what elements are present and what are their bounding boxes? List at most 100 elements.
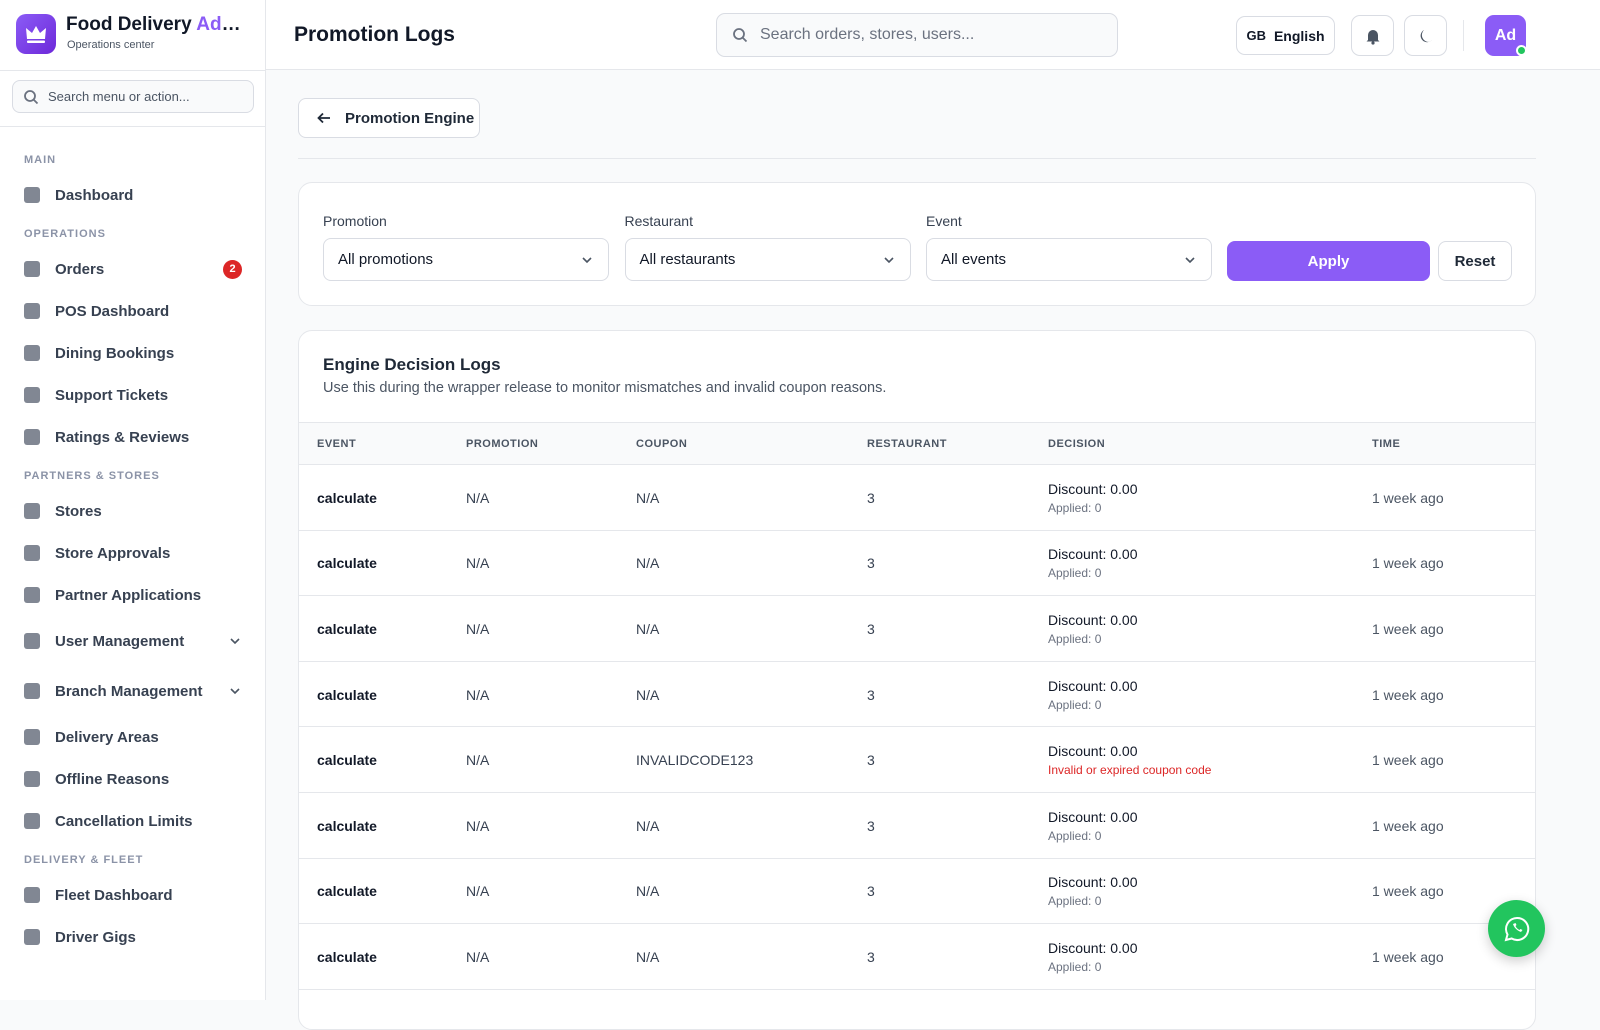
nav-icon — [24, 887, 40, 903]
cell-restaurant: 3 — [867, 489, 875, 506]
select-value: All restaurants — [639, 251, 736, 268]
nav-icon — [24, 387, 40, 403]
cell-coupon: N/A — [636, 883, 660, 900]
nav-icon — [24, 261, 40, 277]
cell-event: calculate — [317, 817, 377, 834]
nav-item[interactable]: POS Dashboard — [24, 290, 242, 332]
filter-select[interactable]: All promotions — [323, 238, 609, 281]
nav-icon — [24, 633, 40, 649]
nav-item[interactable]: Fleet Dashboard — [24, 874, 242, 916]
top-bar: Promotion Logs Search orders, stores, use… — [266, 0, 1600, 70]
whatsapp-button[interactable] — [1488, 900, 1545, 957]
cell-discount: Discount: 0.00 — [1048, 808, 1138, 825]
table-row — [299, 727, 1535, 793]
filter-select[interactable]: All restaurants — [624, 238, 911, 281]
back-button[interactable]: Promotion Engine — [298, 98, 480, 138]
column-header: RESTAURANT — [867, 438, 947, 450]
cell-time: 1 week ago — [1372, 883, 1444, 900]
divider — [0, 126, 265, 127]
cell-time: 1 week ago — [1372, 949, 1444, 965]
nav-item[interactable]: Delivery Areas — [24, 716, 242, 758]
cell-note: Applied: 0 — [1048, 500, 1102, 515]
cell-discount: Discount: 0.00 — [1048, 612, 1138, 628]
select-chevron — [1183, 253, 1197, 267]
filter-label: Event — [926, 213, 962, 229]
avatar[interactable]: Ad — [1485, 15, 1526, 56]
section-label: MAIN — [24, 154, 57, 166]
back-label: Promotion Engine — [345, 109, 475, 127]
global-search[interactable]: Search orders, stores, users... — [716, 13, 1118, 57]
nav-item[interactable]: Store Approvals — [24, 532, 242, 574]
nav-label: Driver Gigs — [55, 928, 136, 946]
column-header: COUPON — [636, 438, 688, 450]
cell-discount: Discount: 0.00 — [1048, 743, 1138, 760]
nav-label: Dashboard — [55, 186, 134, 204]
cell-coupon: N/A — [636, 686, 660, 703]
cell-time: 1 week ago — [1372, 686, 1444, 703]
nav-icon — [24, 303, 40, 319]
table-row — [299, 924, 1535, 990]
select-chevron — [882, 253, 896, 267]
sidebar: Food Delivery Admin Operations center Sear… — [0, 0, 266, 1000]
cell-coupon: N/A — [636, 949, 660, 965]
nav-icon — [24, 187, 40, 203]
cell-note: Applied: 0 — [1048, 894, 1102, 909]
nav-item[interactable]: Dining Bookings — [24, 332, 242, 374]
brand-title-main: Food Delivery — [66, 14, 192, 35]
column-header: PROMOTION — [466, 438, 539, 450]
cell-promotion: N/A — [466, 949, 490, 965]
cell-promotion: N/A — [466, 621, 490, 637]
cell-restaurant: 3 — [867, 883, 875, 900]
notifications-button[interactable] — [1351, 15, 1394, 56]
cell-note: Invalid or expired coupon code — [1048, 763, 1212, 778]
cell-restaurant: 3 — [867, 949, 875, 965]
nav-icon — [24, 683, 40, 699]
nav-item[interactable]: Dashboard — [24, 174, 242, 216]
nav-label: User Management — [55, 632, 185, 650]
nav-item[interactable]: User Management — [24, 616, 242, 666]
table-row — [299, 793, 1535, 859]
nav-label: Dining Bookings — [55, 344, 175, 362]
search-icon — [23, 89, 39, 105]
nav-chevron — [228, 634, 242, 648]
nav-item[interactable]: Stores — [24, 490, 242, 532]
cell-event: calculate — [317, 883, 377, 900]
reset-button[interactable]: Reset — [1438, 241, 1512, 281]
section-label: OPERATIONS — [24, 228, 106, 240]
language-code: GB — [1246, 28, 1266, 43]
nav-item[interactable]: Support Tickets — [24, 374, 242, 416]
sidebar-search[interactable]: Search menu or action... — [12, 80, 254, 113]
cell-time: 1 week ago — [1372, 817, 1444, 834]
filter-select[interactable]: All events — [926, 238, 1212, 281]
filter-label: Restaurant — [624, 213, 693, 229]
language-name: English — [1273, 27, 1325, 44]
nav-item[interactable]: Branch Management — [24, 666, 242, 716]
cell-event: calculate — [317, 621, 377, 637]
search-icon — [732, 27, 748, 43]
select-value: All events — [941, 251, 1007, 268]
nav-item[interactable]: Cancellation Limits — [24, 800, 242, 842]
divider — [0, 70, 265, 71]
theme-toggle[interactable] — [1404, 15, 1447, 56]
logs-card: Engine Decision Logs Use this during the … — [298, 330, 1536, 1030]
cell-restaurant: 3 — [867, 686, 875, 703]
cell-promotion: N/A — [466, 752, 490, 769]
brand-title-accent: Admin — [196, 14, 242, 35]
nav-item[interactable]: Orders 2 — [24, 248, 242, 290]
table-row — [299, 662, 1535, 728]
nav-badge: 2 — [223, 259, 242, 279]
nav-item[interactable]: Offline Reasons — [24, 758, 242, 800]
language-button[interactable]: GB English — [1236, 16, 1335, 55]
cell-note: Applied: 0 — [1048, 960, 1102, 974]
cell-coupon: INVALIDCODE123 — [636, 752, 754, 769]
nav-item[interactable]: Driver Gigs — [24, 916, 242, 958]
table-header — [299, 422, 1535, 465]
card-title: Engine Decision Logs — [323, 355, 501, 374]
cell-time: 1 week ago — [1372, 621, 1444, 637]
apply-button[interactable]: Apply — [1227, 241, 1430, 281]
nav-item[interactable]: Ratings & Reviews — [24, 416, 242, 458]
cell-note: Applied: 0 — [1048, 566, 1102, 581]
cell-promotion: N/A — [466, 883, 490, 900]
nav-item[interactable]: Partner Applications — [24, 574, 242, 616]
cell-coupon: N/A — [636, 555, 660, 572]
